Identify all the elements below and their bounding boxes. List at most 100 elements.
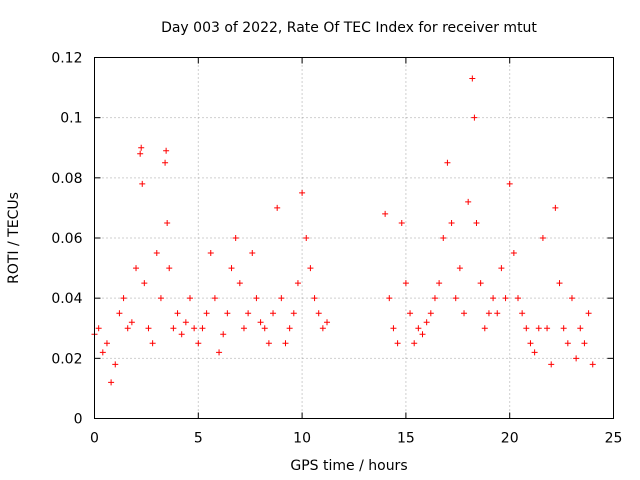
data-point: [311, 295, 318, 302]
data-point: [149, 340, 156, 347]
data-point: [166, 265, 173, 272]
data-point: [141, 280, 148, 287]
data-point: [502, 295, 509, 302]
data-point: [573, 355, 580, 362]
data-point: [191, 325, 198, 332]
data-point: [568, 295, 575, 302]
x-axis-label: GPS time / hours: [290, 458, 407, 474]
data-point: [207, 250, 214, 257]
data-point: [456, 265, 463, 272]
data-point: [415, 325, 422, 332]
data-point: [220, 331, 227, 338]
data-point: [506, 180, 513, 187]
data-point: [139, 180, 146, 187]
data-points: [91, 75, 596, 386]
data-point: [498, 265, 505, 272]
data-point: [199, 325, 206, 332]
data-point: [163, 147, 170, 154]
data-point: [465, 198, 472, 205]
data-point: [265, 340, 272, 347]
data-point: [274, 204, 281, 211]
data-point: [228, 265, 235, 272]
data-point: [303, 235, 310, 241]
y-tick-label: 0.06: [51, 231, 82, 247]
data-point: [481, 325, 488, 332]
data-point: [556, 280, 563, 287]
data-point: [170, 325, 177, 332]
data-point: [398, 219, 405, 226]
data-point: [440, 235, 447, 241]
data-point: [469, 75, 476, 82]
data-point: [261, 325, 268, 332]
data-point: [390, 325, 397, 332]
data-point: [195, 340, 202, 347]
data-point: [581, 340, 588, 347]
data-point: [137, 150, 144, 157]
data-point: [589, 361, 596, 368]
data-point: [519, 310, 526, 317]
y-tick-label: 0: [74, 412, 83, 428]
plot-frame: [94, 57, 614, 419]
x-tick-label: 20: [501, 431, 519, 447]
data-point: [164, 219, 171, 226]
data-point: [257, 319, 264, 326]
data-point: [278, 295, 285, 302]
data-point: [108, 379, 115, 386]
data-point: [203, 310, 210, 317]
y-tick-label: 0.04: [51, 291, 82, 307]
data-point: [174, 310, 181, 317]
y-axis-label: ROTI / TECUs: [6, 192, 22, 284]
y-tick-label: 0.08: [51, 171, 82, 187]
axis-ticks: [94, 57, 614, 419]
data-point: [402, 280, 409, 287]
data-point: [186, 295, 193, 302]
data-point: [178, 331, 185, 338]
data-point: [552, 204, 559, 211]
data-point: [490, 295, 497, 302]
x-tick-label: 5: [194, 431, 203, 447]
data-point: [531, 349, 538, 356]
data-point: [324, 319, 331, 326]
data-point: [539, 235, 546, 241]
data-point: [157, 295, 164, 302]
x-tick-label: 25: [605, 431, 623, 447]
data-point: [544, 325, 551, 332]
data-point: [236, 280, 243, 287]
data-point: [515, 295, 522, 302]
data-point: [315, 310, 322, 317]
data-point: [216, 349, 223, 356]
data-point: [249, 250, 256, 257]
data-point: [145, 325, 152, 332]
data-point: [253, 295, 260, 302]
data-point: [485, 310, 492, 317]
y-tick-label: 0.12: [51, 51, 82, 67]
data-point: [510, 250, 517, 257]
chart-title: Day 003 of 2022, Rate Of TEC Index for r…: [161, 20, 537, 36]
data-point: [245, 310, 252, 317]
data-point: [448, 219, 455, 226]
data-point: [473, 219, 480, 226]
data-point: [211, 295, 218, 302]
data-point: [232, 235, 239, 241]
x-tick-label: 15: [397, 431, 415, 447]
data-point: [116, 310, 123, 317]
data-point: [286, 325, 293, 332]
data-point: [133, 265, 140, 272]
data-point: [294, 280, 301, 287]
data-point: [290, 310, 297, 317]
grid-lines: [94, 57, 614, 419]
data-point: [162, 159, 169, 166]
data-point: [99, 349, 106, 356]
data-point: [112, 361, 119, 368]
data-point: [577, 325, 584, 332]
data-point: [120, 295, 127, 302]
data-point: [423, 319, 430, 326]
data-point: [527, 340, 534, 347]
data-point: [431, 295, 438, 302]
data-point: [128, 319, 135, 326]
y-tick-label: 0.1: [60, 111, 82, 127]
data-point: [382, 210, 389, 217]
x-tick-label: 0: [90, 431, 99, 447]
data-point: [95, 325, 102, 332]
data-point: [182, 319, 189, 326]
